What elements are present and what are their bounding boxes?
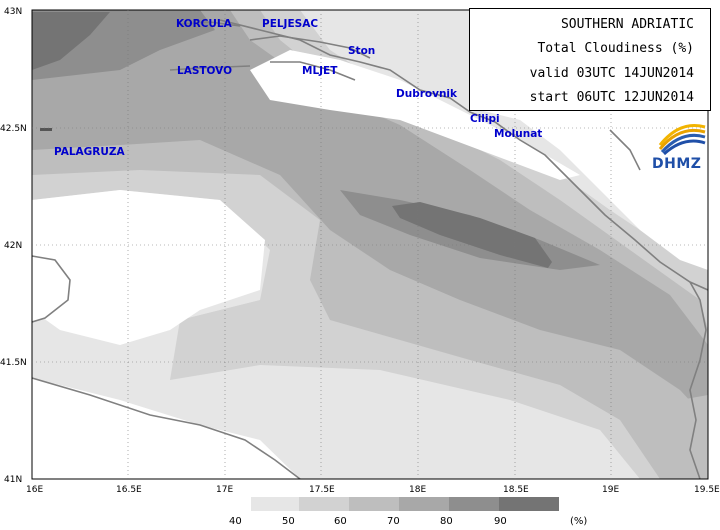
place-mljet: MLJET xyxy=(302,65,338,77)
legend-label-80: 80 xyxy=(440,516,453,527)
legend-label-90: 90 xyxy=(494,516,507,527)
lon-ticks: 16E 16.5E 17E 17.5E 18E 18.5E 19E 19.5E xyxy=(26,485,720,495)
lat-tick-42: 42N xyxy=(4,241,22,251)
place-dubrovnik: Dubrovnik xyxy=(396,88,458,100)
lat-ticks: 43N 42.5N 42N 41.5N 41N xyxy=(0,7,27,485)
legend-label-70: 70 xyxy=(387,516,400,527)
coastline-italy-gargano xyxy=(31,255,71,323)
legend-label-40: 40 xyxy=(229,516,242,527)
coastline-lastovo xyxy=(169,65,251,71)
coastline-croatia xyxy=(219,19,709,291)
lat-tick-42-5: 42.5N xyxy=(0,124,27,134)
land-italy-south xyxy=(32,378,300,479)
logo-text: DHMZ xyxy=(652,156,702,172)
place-molunat: Molunat xyxy=(494,128,542,140)
lat-tick-41-5: 41.5N xyxy=(0,358,27,368)
title-box: SOUTHERN ADRIATIC Total Cloudiness (%) v… xyxy=(469,8,711,111)
lon-tick-19-5: 19.5E xyxy=(694,485,720,495)
title-start: start 06UTC 12JUN2014 xyxy=(529,90,694,105)
title-region: SOUTHERN ADRIATIC xyxy=(560,17,694,32)
legend-swatch-40 xyxy=(251,497,299,511)
place-ston: Ston xyxy=(348,45,375,57)
lon-tick-18-5: 18.5E xyxy=(503,485,529,495)
island-palagruza xyxy=(40,128,52,131)
lon-tick-17: 17E xyxy=(216,485,233,495)
coastline-italy-puglia xyxy=(31,377,301,480)
legend-unit: (%) xyxy=(570,516,587,527)
lon-tick-16: 16E xyxy=(26,485,43,495)
legend-swatch-60 xyxy=(349,497,399,511)
title-valid: valid 03UTC 14JUN2014 xyxy=(529,66,694,81)
clear-area-north xyxy=(250,50,580,180)
lon-tick-16-5: 16.5E xyxy=(116,485,142,495)
cloud-band-90 xyxy=(392,202,552,268)
legend-swatch-70 xyxy=(399,497,449,511)
legend-label-50: 50 xyxy=(282,516,295,527)
coastline-mljet xyxy=(270,61,356,81)
place-cilipi: Cilipi xyxy=(470,113,500,125)
legend-swatch-80 xyxy=(449,497,499,511)
cloud-band-se xyxy=(680,395,708,479)
coastlines xyxy=(31,19,709,480)
place-lastovo: LASTOVO xyxy=(177,65,232,77)
legend-label-60: 60 xyxy=(334,516,347,527)
coastline-lagoon xyxy=(609,129,641,171)
place-korcula: KORCULA xyxy=(176,18,233,30)
lon-tick-17-5: 17.5E xyxy=(309,485,335,495)
lon-tick-18: 18E xyxy=(409,485,426,495)
title-variable: Total Cloudiness (%) xyxy=(537,41,694,56)
coastline-albania xyxy=(689,281,707,480)
clear-area-southwest xyxy=(32,190,265,345)
place-peljesac: PELJESAC xyxy=(262,18,318,30)
lat-tick-43: 43N xyxy=(4,7,22,17)
place-labels: KORCULA PELJESAC Ston LASTOVO MLJET Dubr… xyxy=(54,18,542,158)
coastline-korcula xyxy=(179,21,241,27)
legend-swatch-50 xyxy=(299,497,349,511)
map-frame xyxy=(31,9,709,480)
place-palagruza: PALAGRUZA xyxy=(54,146,126,158)
legend-swatch-90 xyxy=(499,497,559,511)
gridlines xyxy=(32,10,708,479)
lat-tick-41: 41N xyxy=(4,475,22,485)
cloud-band-90-b xyxy=(32,12,110,70)
lon-tick-19: 19E xyxy=(602,485,619,495)
coastline-peljesac xyxy=(249,35,371,59)
dhmz-logo-icon xyxy=(650,115,710,175)
legend: 40 50 60 70 80 90 (%) xyxy=(196,497,587,527)
legend-swatch-lt40 xyxy=(196,497,260,511)
